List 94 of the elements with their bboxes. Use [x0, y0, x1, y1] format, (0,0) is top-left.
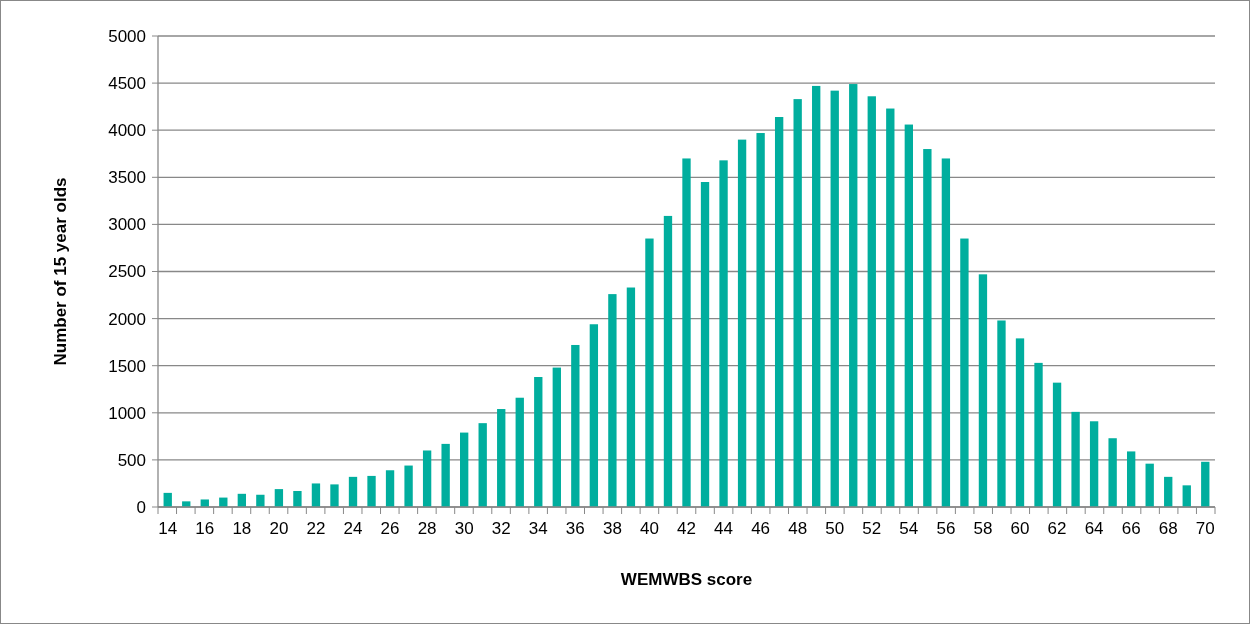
bar: [385, 470, 395, 507]
y-tick-label: 5000: [108, 26, 146, 46]
x-tick-label: 18: [232, 519, 252, 538]
x-tick-label: 42: [677, 519, 696, 538]
y-tick-label: 4500: [108, 74, 146, 94]
x-tick-label: 44: [714, 519, 734, 538]
x-tick-label: 40: [639, 519, 659, 538]
bar: [719, 160, 728, 507]
bar: [904, 124, 913, 507]
bar: [1108, 438, 1117, 507]
y-tick-label: 2000: [108, 309, 146, 329]
bar: [1201, 461, 1210, 507]
bar: [274, 489, 284, 507]
bar: [571, 344, 580, 507]
x-tick-label: 28: [417, 519, 437, 538]
y-axis-title: Number of 15 year olds: [51, 177, 70, 366]
y-tick-label: 1000: [108, 403, 146, 423]
bar: [608, 294, 617, 507]
bar: [497, 409, 506, 507]
bar: [737, 139, 747, 507]
bar: [849, 84, 858, 507]
x-tick-label: 24: [343, 519, 363, 538]
bar: [589, 324, 599, 507]
x-tick-label: 70: [1195, 519, 1215, 538]
x-tick-label: 56: [936, 519, 956, 538]
bar: [626, 287, 636, 507]
bar: [256, 494, 265, 507]
x-tick-label: 34: [528, 519, 548, 538]
bar: [663, 215, 673, 507]
x-tick-label: 62: [1047, 519, 1067, 538]
bar: [1145, 463, 1154, 507]
x-tick-label: 68: [1158, 519, 1178, 538]
bar: [1182, 485, 1191, 507]
x-tick-label: 46: [751, 519, 771, 538]
bar: [367, 475, 376, 507]
bar: [293, 490, 302, 507]
bar: [515, 397, 524, 507]
x-tick-label: 38: [602, 519, 622, 538]
bar: [923, 149, 932, 507]
bar: [552, 367, 561, 507]
bar: [330, 484, 339, 507]
bar: [534, 377, 543, 507]
bar: [422, 450, 432, 507]
x-tick-label: 60: [1010, 519, 1030, 538]
bar: [1034, 362, 1043, 507]
bar: [793, 99, 802, 507]
x-tick-label: 54: [899, 519, 919, 538]
bar: [1089, 421, 1099, 507]
y-tick-label: 500: [117, 450, 146, 470]
x-tick-label: 50: [825, 519, 845, 538]
x-tick-label: 52: [862, 519, 882, 538]
bar: [478, 423, 487, 507]
y-tick-label: 2500: [108, 262, 146, 282]
bar: [311, 483, 321, 507]
bar: [774, 117, 784, 507]
bar: [960, 238, 969, 507]
x-tick-label: 26: [380, 519, 400, 538]
bar: [645, 238, 654, 507]
x-tick-label: 66: [1121, 519, 1141, 538]
x-tick-label: 64: [1084, 519, 1104, 538]
bar: [1126, 451, 1136, 507]
x-tick-label: 48: [788, 519, 808, 538]
bar: [812, 85, 821, 507]
bar: [404, 465, 413, 507]
bar: [756, 133, 765, 507]
y-tick-label: 3500: [108, 168, 146, 188]
y-tick-label: 1500: [108, 356, 146, 376]
bar: [441, 443, 450, 507]
x-tick-label: 22: [306, 519, 326, 538]
y-tick-label: 0: [136, 497, 146, 517]
x-tick-label: 16: [195, 519, 215, 538]
x-tick-label: 36: [565, 519, 585, 538]
x-tick-label: 32: [491, 519, 511, 538]
bar: [867, 96, 876, 507]
y-tick-label: 3000: [108, 215, 146, 235]
x-tick-label: 58: [973, 519, 993, 538]
bar: [682, 158, 691, 507]
x-tick-label: 30: [454, 519, 474, 538]
bar: [1015, 338, 1025, 507]
bar: [1071, 411, 1080, 507]
x-tick-label: 14: [158, 519, 178, 538]
bar: [348, 476, 358, 507]
bar: [460, 432, 469, 507]
bar: [1164, 476, 1173, 507]
bar: [978, 274, 988, 507]
x-axis-title: WEMWBS score: [620, 570, 753, 589]
bar: [941, 158, 951, 507]
bar: [886, 108, 895, 507]
bar: [1052, 382, 1062, 507]
bar: [700, 182, 710, 507]
y-tick-label: 4000: [108, 121, 146, 141]
x-tick-label: 20: [269, 519, 289, 538]
bar: [997, 320, 1006, 507]
bar: [830, 90, 839, 507]
